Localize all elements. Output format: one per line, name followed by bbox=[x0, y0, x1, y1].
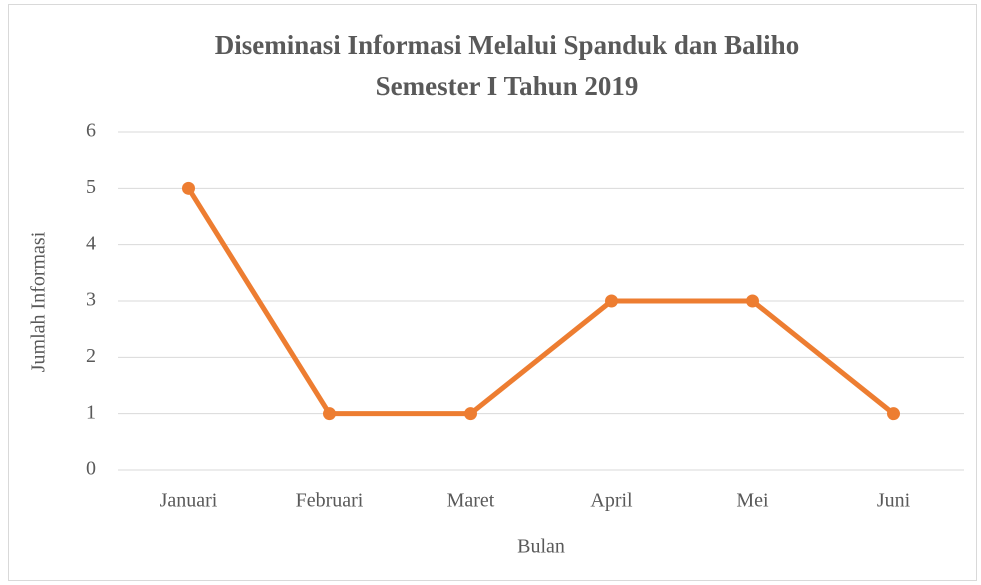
chart-subtitle: Semester I Tahun 2019 bbox=[376, 71, 639, 101]
x-tick-label: Januari bbox=[160, 490, 218, 512]
x-tick-label: Maret bbox=[447, 490, 495, 512]
x-tick-label: Mei bbox=[736, 490, 769, 512]
point bbox=[746, 294, 759, 308]
y-axis-label: Jumlah Informasi bbox=[28, 231, 50, 372]
y-tick-label: 3 bbox=[86, 289, 96, 311]
x-tick-label: Juni bbox=[877, 490, 911, 512]
y-tick-label: 0 bbox=[86, 458, 96, 480]
chart-frame bbox=[8, 4, 977, 581]
x-tick-label: Februari bbox=[296, 490, 364, 512]
point bbox=[605, 294, 618, 308]
point bbox=[887, 407, 900, 421]
point bbox=[464, 407, 477, 421]
x-axis-label: Bulan bbox=[517, 536, 565, 558]
y-tick-label: 4 bbox=[86, 232, 96, 254]
y-tick-label: 1 bbox=[86, 401, 96, 423]
chart-title: Diseminasi Informasi Melalui Spanduk dan… bbox=[215, 30, 799, 60]
line bbox=[186, 187, 896, 417]
y-tick-label: 5 bbox=[86, 176, 96, 198]
point bbox=[182, 181, 195, 195]
point bbox=[323, 407, 336, 421]
y-tick-label: 6 bbox=[86, 120, 96, 142]
x-tick-label: April bbox=[590, 490, 633, 512]
y-tick-label: 2 bbox=[86, 345, 96, 367]
